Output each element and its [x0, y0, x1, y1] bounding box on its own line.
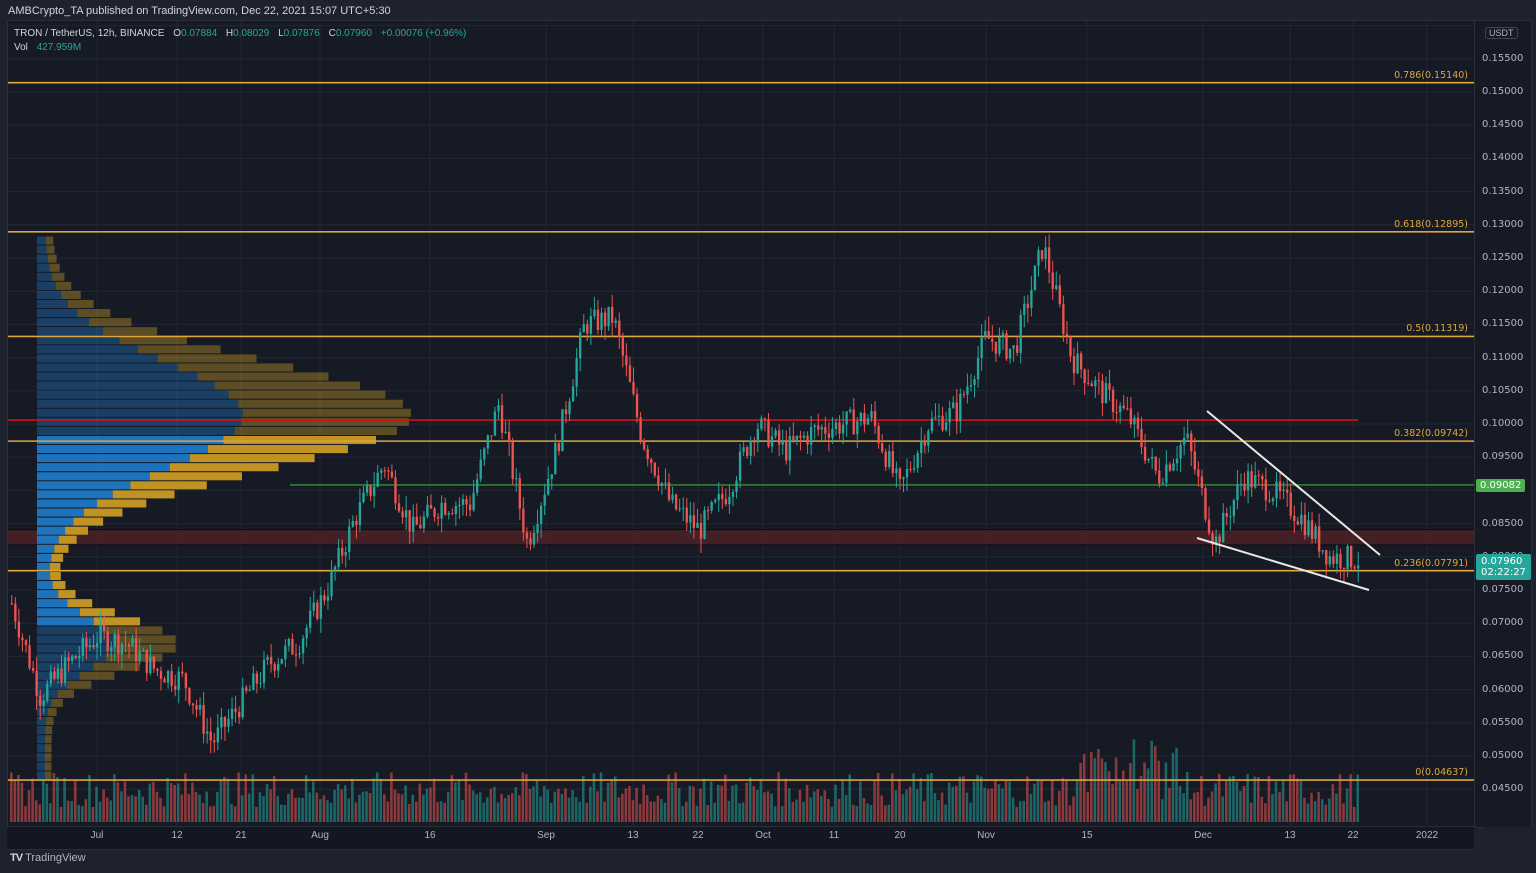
time-tick: 11 — [828, 830, 840, 841]
fib-level-label: 0.5(0.11319) — [1406, 323, 1468, 335]
price-tick: 0.07500 — [1482, 584, 1524, 595]
fib-level-label: 0(0.04637) — [1415, 767, 1468, 779]
price-tick: 0.14000 — [1482, 152, 1524, 164]
price-tick: 0.07000 — [1482, 617, 1524, 629]
tradingview-logo[interactable]: TV TradingView — [10, 852, 86, 864]
close-value: 0.07960 — [335, 28, 372, 39]
series-legend: TRON / TetherUS, 12h, BINANCE O0.07884 H… — [14, 28, 467, 53]
price-tick: 0.12000 — [1482, 285, 1524, 297]
price-tick: 0.14500 — [1482, 119, 1524, 131]
price-tick: 0.08500 — [1482, 517, 1524, 529]
low-value: 0.07876 — [283, 28, 320, 39]
fib-level-label: 0.618(0.12895) — [1394, 218, 1468, 230]
time-tick: 22 — [692, 830, 704, 841]
price-tick: 0.13500 — [1482, 185, 1524, 197]
fib-level-label: 0.236(0.07791) — [1394, 557, 1468, 569]
time-tick: 13 — [1284, 830, 1296, 841]
time-tick: 12 — [171, 830, 183, 841]
price-tick: 0.11000 — [1482, 351, 1524, 363]
price-tick: 0.10500 — [1482, 384, 1524, 396]
high-value: 0.08029 — [233, 28, 270, 39]
price-tick: 0.09500 — [1482, 451, 1524, 463]
time-tick: 22 — [1347, 830, 1359, 841]
price-tick: 0.06500 — [1482, 650, 1524, 662]
change-value: +0.00076 (+0.96%) — [380, 28, 467, 39]
time-tick: Dec — [1194, 830, 1212, 841]
price-tick: 0.13000 — [1482, 218, 1524, 230]
time-tick: Nov — [977, 830, 995, 841]
time-tick: Aug — [311, 830, 329, 841]
price-tick: 0.15000 — [1482, 86, 1524, 97]
price-tick: 0.04500 — [1482, 783, 1524, 795]
volume-value: 427.959M — [36, 42, 82, 53]
time-tick: 16 — [424, 830, 436, 841]
tradingview-logo-icon: TV — [10, 852, 23, 864]
price-tick: 0.12500 — [1482, 252, 1524, 263]
time-tick: 21 — [235, 830, 247, 841]
fib-level-label: 0.382(0.09742) — [1394, 428, 1468, 440]
last-price-tag: 0.07960 02:22:27 — [1476, 554, 1531, 580]
published-by-caption: AMBCrypto_TA published on TradingView.co… — [8, 5, 391, 17]
price-tick: 0.10000 — [1482, 418, 1524, 429]
time-tick: 20 — [894, 830, 906, 841]
time-tick: 15 — [1081, 830, 1093, 841]
green-line-price-tag: 0.09082 — [1476, 479, 1526, 492]
price-axis[interactable] — [1474, 20, 1532, 827]
symbol-title[interactable]: TRON / TetherUS, 12h, BINANCE — [14, 28, 165, 39]
time-tick: 13 — [627, 830, 639, 841]
time-tick: Jul — [90, 830, 104, 841]
price-tick: 0.05500 — [1482, 716, 1524, 728]
price-tick: 0.06000 — [1482, 683, 1524, 695]
bar-countdown: 02:22:27 — [1481, 567, 1526, 578]
open-value: 0.07884 — [180, 28, 218, 39]
price-tick: 0.05000 — [1482, 750, 1524, 761]
time-axis[interactable] — [7, 826, 1474, 850]
time-tick: Sep — [537, 830, 555, 841]
time-tick: 2022 — [1415, 830, 1439, 841]
time-tick: Oct — [755, 830, 771, 841]
last-price-value: 0.07960 — [1481, 556, 1523, 567]
price-tick: 0.15500 — [1482, 52, 1524, 64]
currency-label[interactable]: USDT — [1485, 27, 1518, 39]
price-tick: 0.11500 — [1482, 318, 1524, 330]
fib-level-label: 0.786(0.15140) — [1394, 69, 1468, 81]
